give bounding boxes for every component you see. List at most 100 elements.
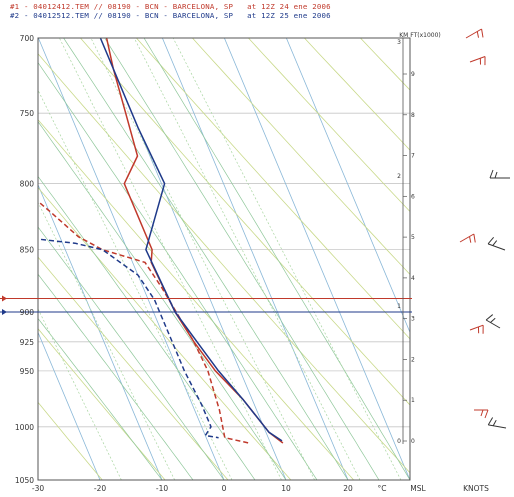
moist-adiabat	[143, 38, 410, 480]
mixing-ratio-line	[38, 201, 176, 480]
isotherm-line	[223, 38, 410, 480]
x-tick-label: -10	[156, 484, 168, 493]
x-tick-label: -20	[94, 484, 106, 493]
dry-adiabat	[136, 38, 410, 340]
wind-barb-flag	[489, 169, 494, 179]
wind-barb-flag	[477, 326, 480, 334]
wind-barb-1	[465, 28, 484, 39]
wind-barb-2	[489, 169, 510, 179]
y-tick-label: 700	[20, 34, 35, 43]
y-tick-label: 925	[20, 338, 35, 347]
y-tick-label: 950	[20, 367, 35, 376]
wind-barb-flag	[480, 409, 484, 417]
knots-label: KNOTS	[463, 484, 489, 493]
ft-tick-label: 0	[411, 438, 415, 445]
km-tick-label: 1	[397, 303, 401, 310]
moist-adiabat	[38, 121, 287, 480]
dry-adiabat	[38, 256, 229, 480]
altitude-axis-label: KM FT(x1000)	[399, 32, 441, 39]
dry-adiabat	[360, 38, 410, 91]
wind-barb-staff	[459, 233, 475, 243]
dry-adiabat	[38, 186, 292, 480]
y-tick-label: 900	[20, 308, 35, 317]
dry-adiabat	[472, 38, 514, 480]
isotherm-line	[285, 38, 410, 334]
wind-barb-flag	[487, 237, 495, 245]
moist-adiabat	[38, 317, 163, 480]
reference-level-marker	[2, 308, 7, 315]
dry-adiabat	[80, 38, 410, 406]
wind-barb-staff	[488, 424, 507, 429]
wind-barb-flag	[469, 236, 472, 243]
wind-barb-flag	[484, 409, 489, 419]
wind-barb-staff	[469, 324, 484, 331]
moist-adiabat	[38, 61, 318, 480]
y-tick-label: 750	[20, 109, 35, 118]
dry-adiabat	[38, 53, 410, 474]
wind-barb-2	[485, 314, 501, 329]
dry-adiabat	[38, 119, 354, 480]
msl-label: MSL	[410, 484, 426, 493]
y-tick-label: 800	[20, 180, 35, 189]
series-s2-dewpoint	[38, 238, 219, 439]
isotherm-line	[38, 478, 39, 480]
wind-barb-flag	[479, 58, 482, 65]
wind-barb-staff	[485, 319, 501, 329]
mixing-ratio-line	[38, 308, 122, 480]
moist-adiabat	[104, 38, 380, 480]
header-line-2: #2 - 04012512.TEM // 08190 - BCN - BARCE…	[10, 11, 331, 20]
wind-barb-1	[459, 233, 476, 243]
x-axis-unit-label: °C	[378, 484, 387, 493]
annotation-label: M	[21, 198, 27, 206]
ft-tick-label: 5	[411, 234, 415, 241]
isotherm-line	[38, 331, 101, 480]
plot-frame	[37, 37, 411, 481]
wind-barb-flag	[487, 417, 494, 426]
wind-barb-flag	[490, 317, 496, 323]
km-tick-label: 3	[397, 39, 401, 46]
dry-adiabat	[38, 401, 103, 480]
series-s1-dewpoint	[38, 200, 249, 444]
ft-tick-label: 6	[411, 193, 415, 200]
ft-tick-label: 3	[411, 316, 415, 323]
wind-barb-flag	[476, 31, 480, 38]
wind-barb-flag	[494, 171, 498, 179]
ft-tick-label: 9	[411, 71, 415, 78]
x-tick-label: -30	[32, 484, 44, 493]
wind-barb-flag	[473, 233, 476, 243]
moist-adiabat	[38, 175, 256, 480]
reference-level-marker	[2, 295, 7, 302]
dry-adiabat	[304, 38, 410, 151]
mixing-ratio-line	[38, 89, 233, 480]
moist-adiabat	[38, 273, 194, 480]
wind-barb-1	[469, 324, 484, 334]
km-tick-label: 0	[397, 438, 401, 445]
wind-barb-staff	[487, 243, 506, 251]
dry-adiabat	[38, 328, 166, 480]
ft-tick-label: 7	[411, 153, 415, 160]
wind-barb-flag	[484, 56, 486, 66]
wind-barb-flag	[485, 314, 494, 321]
wind-barb-flag	[482, 325, 484, 334]
wind-barb-staff	[465, 28, 482, 39]
dry-adiabat	[192, 38, 410, 276]
moist-adiabat	[63, 38, 349, 480]
isotherm-line	[38, 183, 163, 480]
y-tick-label: 1050	[15, 476, 34, 485]
y-tick-label: 1000	[15, 423, 34, 432]
x-tick-label: 20	[343, 484, 353, 493]
ft-tick-label: 1	[411, 397, 415, 404]
header-line-1: #1 - 04012412.TEM // 08190 - BCN - BARCE…	[10, 2, 331, 11]
ft-tick-label: 4	[411, 275, 415, 282]
wind-barb-flag	[492, 419, 497, 426]
isotherm-line	[161, 38, 349, 480]
ft-tick-label: 2	[411, 356, 415, 363]
dry-adiabat	[248, 38, 410, 213]
series-s1-temperature	[105, 38, 284, 444]
wind-barb-flag	[492, 240, 498, 246]
wind-barb-staff	[469, 56, 486, 63]
y-tick-label: 850	[20, 246, 35, 255]
series-s2-temperature	[99, 38, 283, 442]
